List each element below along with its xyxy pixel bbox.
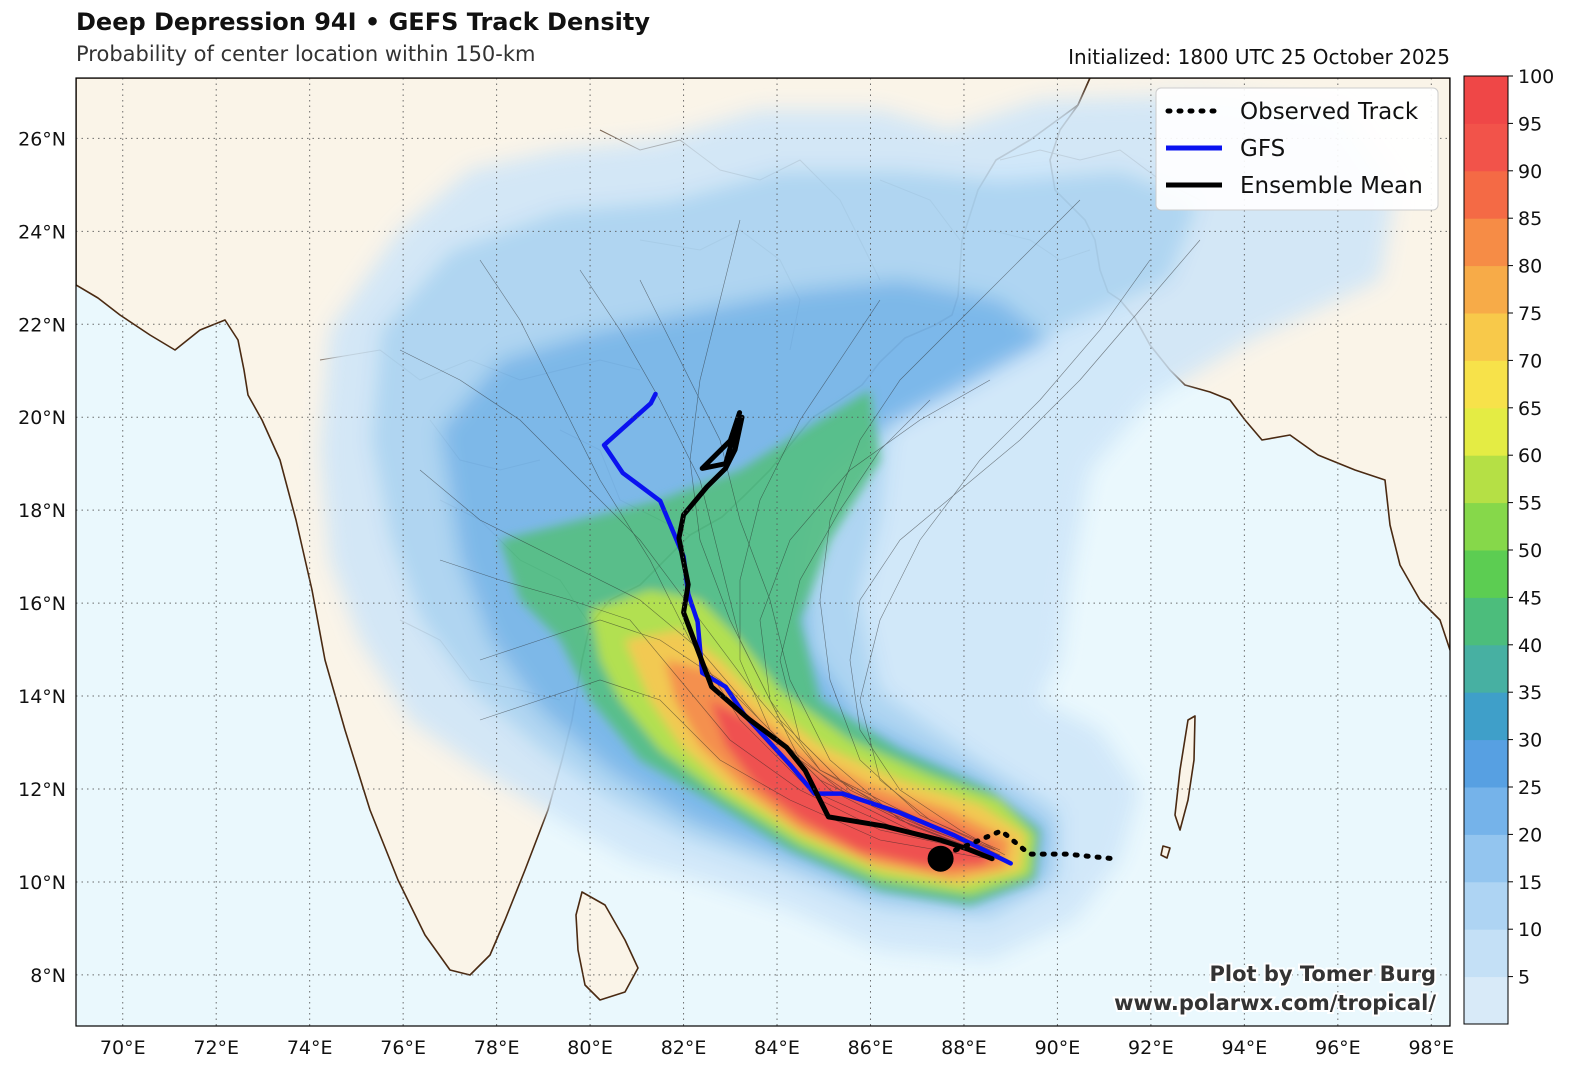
legend-mean-label: Ensemble Mean	[1240, 173, 1423, 199]
colorbar-tick-label: 30	[1518, 730, 1542, 752]
lon-tick-label: 82°E	[661, 1037, 707, 1059]
credit-url: www.polarwx.com/tropical/	[1114, 991, 1436, 1015]
lon-tick-label: 94°E	[1222, 1037, 1268, 1059]
colorbar-segment	[1464, 170, 1508, 219]
colorbar-tick-label: 70	[1518, 350, 1542, 372]
lat-tick-label: 18°N	[18, 500, 66, 522]
gfs-track	[601, 391, 1013, 866]
colorbar-tick-label: 10	[1518, 919, 1542, 941]
map-frame-content	[76, 78, 1450, 1026]
colorbar-segment	[1464, 407, 1508, 456]
colorbar-tick-label: 15	[1518, 872, 1542, 894]
lon-tick-label: 96°E	[1315, 1037, 1361, 1059]
colorbar-tick-label: 95	[1518, 113, 1542, 135]
colorbar-tick-label: 55	[1518, 493, 1542, 515]
colorbar-tick-label: 65	[1518, 398, 1542, 420]
longitude-tick-labels: 70°E 72°E 74°E 76°E 78°E 80°E 82°E 84°E 86°E 88°E…	[100, 1037, 1454, 1059]
lon-tick-label: 78°E	[474, 1037, 520, 1059]
colorbar-tick-label: 5	[1518, 967, 1530, 989]
observed-track	[942, 827, 1116, 862]
colorbar-segment	[1464, 929, 1508, 978]
colorbar-border	[1463, 75, 1509, 1025]
credit-author: Plot by Tomer Burg	[1210, 962, 1437, 986]
lat-tick-label: 26°N	[18, 128, 66, 150]
chart-title: Deep Depression 94I • GEFS Track Density	[76, 8, 650, 36]
colorbar-tick-label: 25	[1518, 777, 1542, 799]
colorbar-segment	[1464, 692, 1508, 741]
lat-tick-label: 8°N	[30, 965, 66, 987]
lat-tick-label: 20°N	[18, 407, 66, 429]
colorbar-tick-label: 80	[1518, 256, 1542, 278]
latitude-tick-labels: 8°N 10°N 12°N 14°N 16°N 18°N 20°N 22°N 24°N 26°N	[18, 128, 66, 986]
lon-tick-label: 86°E	[848, 1037, 894, 1059]
colorbar-segment	[1464, 123, 1508, 172]
colorbar-tick-label: 60	[1518, 445, 1542, 467]
density-95pct	[710, 700, 995, 868]
colorbar-segment	[1464, 644, 1508, 693]
legend: Observed Track GFS Ensemble Mean	[1155, 87, 1439, 211]
lat-tick-label: 10°N	[18, 872, 66, 894]
colorbar-segment	[1464, 313, 1508, 361]
colorbar-tick-label: 45	[1518, 587, 1542, 609]
lon-tick-label: 98°E	[1408, 1037, 1454, 1059]
colorbar-tick-label: 75	[1518, 303, 1542, 325]
lon-tick-label: 72°E	[193, 1037, 239, 1059]
colorbar-segment	[1464, 455, 1508, 504]
lon-tick-label: 76°E	[380, 1037, 426, 1059]
colorbar-segment	[1464, 976, 1508, 1025]
legend-observed-label: Observed Track	[1240, 99, 1419, 125]
colorbar-segment	[1464, 787, 1508, 835]
colorbar-segment	[1464, 265, 1508, 314]
lon-tick-label: 74°E	[287, 1037, 333, 1059]
colorbar-tick-label: 85	[1518, 208, 1542, 230]
colorbar-tick-label: 100	[1518, 66, 1554, 88]
legend-box	[1155, 87, 1439, 211]
colorbar-segment	[1464, 597, 1508, 646]
colorbar-segment	[1464, 550, 1508, 598]
legend-gfs-label: GFS	[1240, 136, 1285, 162]
colorbar-tick-labels: 5 10 15 20 25 30 35 40 45 50 55 60 65 70 75 80 85 90 95 100	[1518, 66, 1554, 989]
gridlines	[76, 78, 1450, 1026]
chart-subtitle: Probability of center location within 15…	[76, 42, 536, 66]
colorbar-tick-label: 40	[1518, 635, 1542, 657]
andaman-islands	[1174, 715, 1196, 831]
lon-tick-label: 92°E	[1128, 1037, 1174, 1059]
lon-tick-label: 84°E	[754, 1037, 800, 1059]
current-position-marker	[927, 845, 954, 872]
lon-tick-label: 90°E	[1035, 1037, 1081, 1059]
lon-tick-label: 88°E	[941, 1037, 987, 1059]
lat-tick-label: 12°N	[18, 779, 66, 801]
ensemble-mean-track	[676, 410, 995, 862]
lat-tick-label: 24°N	[18, 221, 66, 243]
ensemble-member-tracks	[399, 199, 1201, 861]
colorbar-tick-label: 90	[1518, 161, 1542, 183]
initialization-time: Initialized: 1800 UTC 25 October 2025	[1068, 45, 1450, 69]
map-border	[75, 77, 1451, 1027]
colorbar-segment	[1464, 739, 1508, 788]
lon-tick-label: 70°E	[100, 1037, 146, 1059]
colorbar-tick-label: 35	[1518, 682, 1542, 704]
lat-tick-label: 22°N	[18, 314, 66, 336]
colorbar-segment	[1464, 76, 1508, 124]
colorbar-tick-label: 20	[1518, 824, 1542, 846]
colorbar-segment	[1464, 218, 1508, 267]
colorbar-tick-label: 50	[1518, 540, 1542, 562]
lat-tick-label: 14°N	[18, 686, 66, 708]
sri-lanka	[575, 891, 639, 1001]
colorbar	[1464, 75, 1513, 1025]
lon-tick-label: 80°E	[567, 1037, 613, 1059]
colorbar-segment	[1464, 360, 1508, 409]
colorbar-segment	[1464, 502, 1508, 551]
colorbar-segment	[1464, 881, 1508, 930]
lat-tick-label: 16°N	[18, 593, 66, 615]
credit: Plot by Tomer Burg www.polarwx.com/tropi…	[1112, 960, 1438, 1017]
colorbar-segment	[1464, 834, 1508, 883]
nicobar-island	[1160, 845, 1171, 859]
